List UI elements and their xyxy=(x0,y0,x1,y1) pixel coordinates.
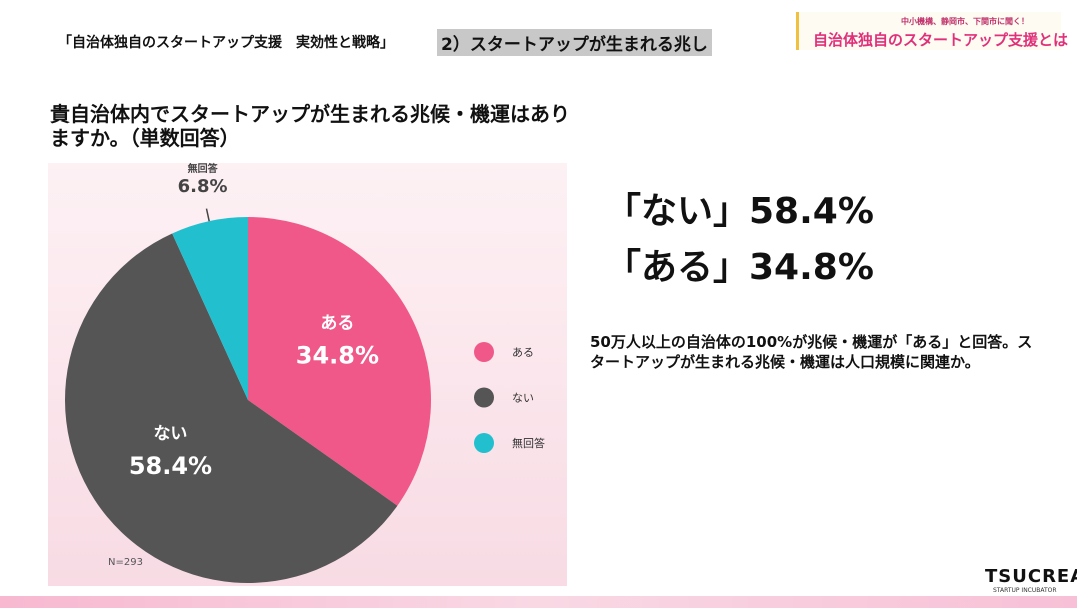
pie-slice xyxy=(248,217,431,506)
logo: 中小機構、静岡市、下関市に聞く！ 自治体独自のスタートアップ支援とは xyxy=(796,12,1068,50)
chart-title: 貴自治体内でスタートアップが生まれる兆候・機運はありますか。（単数回答） xyxy=(50,102,570,150)
slice-label: 58.4% xyxy=(129,452,212,480)
legend-swatch xyxy=(474,342,494,362)
legend-label: 無回答 xyxy=(512,436,545,450)
footer-bar xyxy=(0,596,1077,608)
slice-label: 6.8% xyxy=(178,176,228,197)
legend-swatch xyxy=(474,387,494,408)
leader-line xyxy=(205,208,210,222)
legend-label: ある xyxy=(512,346,534,359)
section-title: 2）スタートアップが生まれる兆し xyxy=(437,29,712,56)
slice-category: ある xyxy=(320,314,354,334)
legend-swatch xyxy=(474,433,494,453)
slice-category: 無回答 xyxy=(188,162,219,175)
brand-name: TSUCREA xyxy=(985,566,1077,587)
header-title: 「自治体独自のスタートアップ支援 実効性と戦略」 xyxy=(58,35,394,51)
highlight: 「ない」58.4% xyxy=(605,191,874,232)
sample-note: N=293 xyxy=(108,557,143,568)
pie-slice xyxy=(64,233,398,583)
logo-tagline: 中小機構、静岡市、下関市に聞く！ xyxy=(901,17,1029,26)
logo-name: 自治体独自のスタートアップ支援とは xyxy=(813,31,1069,49)
legend-label: ない xyxy=(512,392,534,405)
brand-tagline: STARTUP INCUBATOR xyxy=(993,587,1057,594)
pie-slice xyxy=(172,217,248,400)
slice-category: ない xyxy=(153,424,187,444)
comment: 50万人以上の自治体の100%が兆候・機運が「ある」と回答。スタートアップが生ま… xyxy=(590,333,1033,371)
slice-label: 34.8% xyxy=(296,342,379,370)
highlight: 「ある」34.8% xyxy=(605,247,874,288)
